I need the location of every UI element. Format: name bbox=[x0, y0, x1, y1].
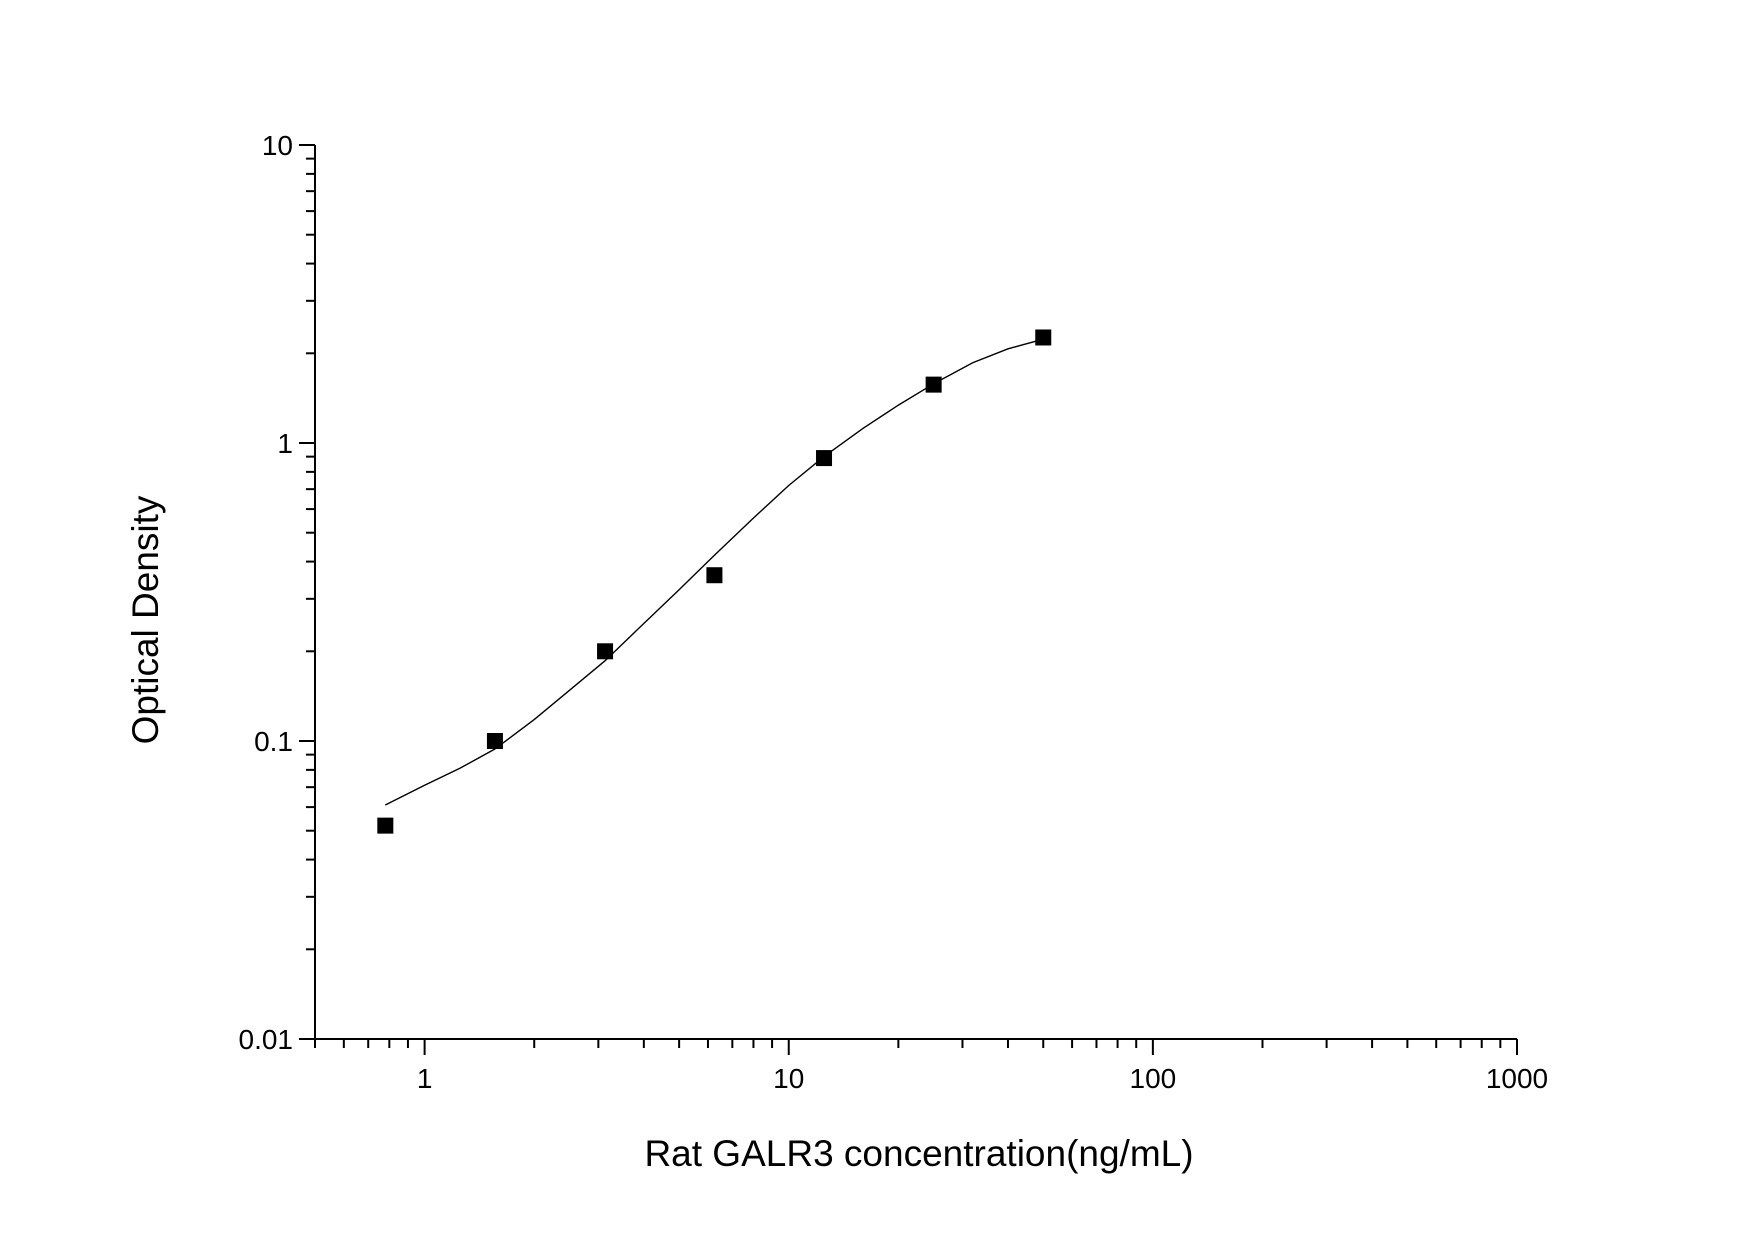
x-tick-label: 100 bbox=[1130, 1063, 1177, 1094]
data-point-marker bbox=[486, 733, 503, 749]
y-axis-title: Optical Density bbox=[125, 495, 166, 744]
axes bbox=[314, 145, 1517, 1040]
tick-marks bbox=[299, 144, 1518, 1055]
y-tick-label: 1 bbox=[277, 428, 293, 459]
x-tick-label: 1000 bbox=[1486, 1063, 1548, 1094]
x-tick-label: 10 bbox=[773, 1063, 804, 1094]
y-tick-label: 10 bbox=[262, 130, 293, 161]
x-tick-label: 1 bbox=[417, 1063, 433, 1094]
data-point-marker bbox=[706, 567, 723, 584]
x-axis-title: Rat GALR3 concentration(ng/mL) bbox=[644, 1133, 1193, 1174]
data-point-marker bbox=[925, 376, 942, 393]
data-point-marker bbox=[597, 643, 614, 660]
data-points bbox=[377, 329, 1052, 834]
y-tick-label: 0.01 bbox=[239, 1024, 294, 1055]
tick-labels: 1 10 100 1000 0.01 0.1 1 10 bbox=[239, 130, 1549, 1094]
data-point-marker bbox=[1035, 329, 1052, 346]
data-point-marker bbox=[816, 450, 833, 467]
data-point-marker bbox=[377, 817, 394, 834]
y-tick-label: 0.1 bbox=[254, 726, 293, 757]
